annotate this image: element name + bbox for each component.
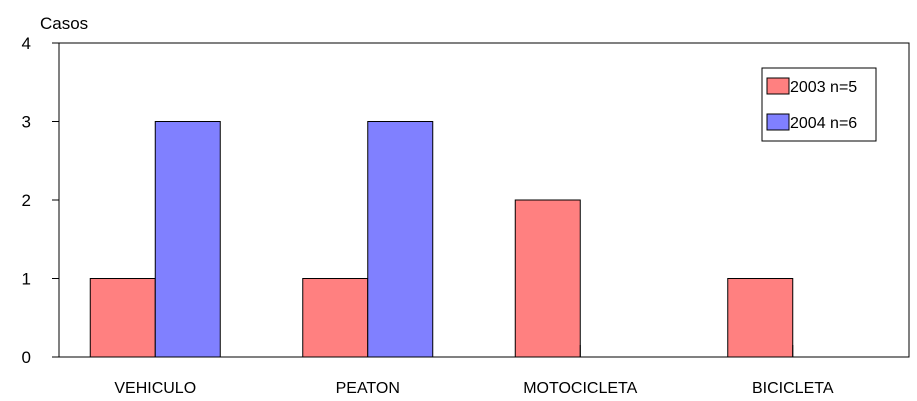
x-tick-label-vehiculo: VEHICULO <box>114 380 196 397</box>
bar-2003-motocicleta <box>514 199 581 358</box>
bar-2004-vehiculo <box>154 121 221 358</box>
x-tick-label-peaton: PEATON <box>336 380 400 397</box>
y-tick-label: 2 <box>22 191 31 210</box>
x-tick-label-motocicleta: MOTOCICLETA <box>523 380 637 397</box>
bar-2003-bicicleta <box>727 278 794 358</box>
x-axis-labels: VEHICULO PEATON MOTOCICLETA BICICLETA <box>114 380 833 397</box>
legend-swatch-2003 <box>766 77 790 95</box>
bar-2003-peaton <box>302 278 369 358</box>
legend-swatch-2004 <box>766 113 790 131</box>
bars <box>89 121 794 358</box>
y-tick-label: 1 <box>22 270 31 289</box>
bar-2003-vehiculo <box>89 278 156 358</box>
y-axis-ticks: 0 1 2 3 4 <box>22 34 59 367</box>
y-tick-label: 3 <box>22 113 31 132</box>
legend-label-2004: 2004 n=6 <box>790 115 857 132</box>
bar-2004-peaton <box>367 121 434 358</box>
x-tick-label-bicicleta: BICICLETA <box>752 380 834 397</box>
y-tick-label: 4 <box>22 34 31 53</box>
y-tick-label: 0 <box>22 348 31 367</box>
legend-label-2003: 2003 n=5 <box>790 79 857 96</box>
y-axis-label: Casos <box>40 14 88 33</box>
legend: 2003 n=5 2004 n=6 <box>761 67 877 142</box>
